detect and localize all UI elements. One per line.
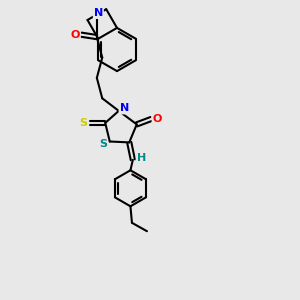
Text: O: O bbox=[70, 30, 80, 40]
Text: H: H bbox=[136, 153, 146, 163]
Text: O: O bbox=[152, 114, 162, 124]
Text: S: S bbox=[79, 118, 87, 128]
Text: N: N bbox=[119, 103, 129, 113]
Text: N: N bbox=[94, 8, 103, 18]
Text: S: S bbox=[99, 139, 107, 149]
